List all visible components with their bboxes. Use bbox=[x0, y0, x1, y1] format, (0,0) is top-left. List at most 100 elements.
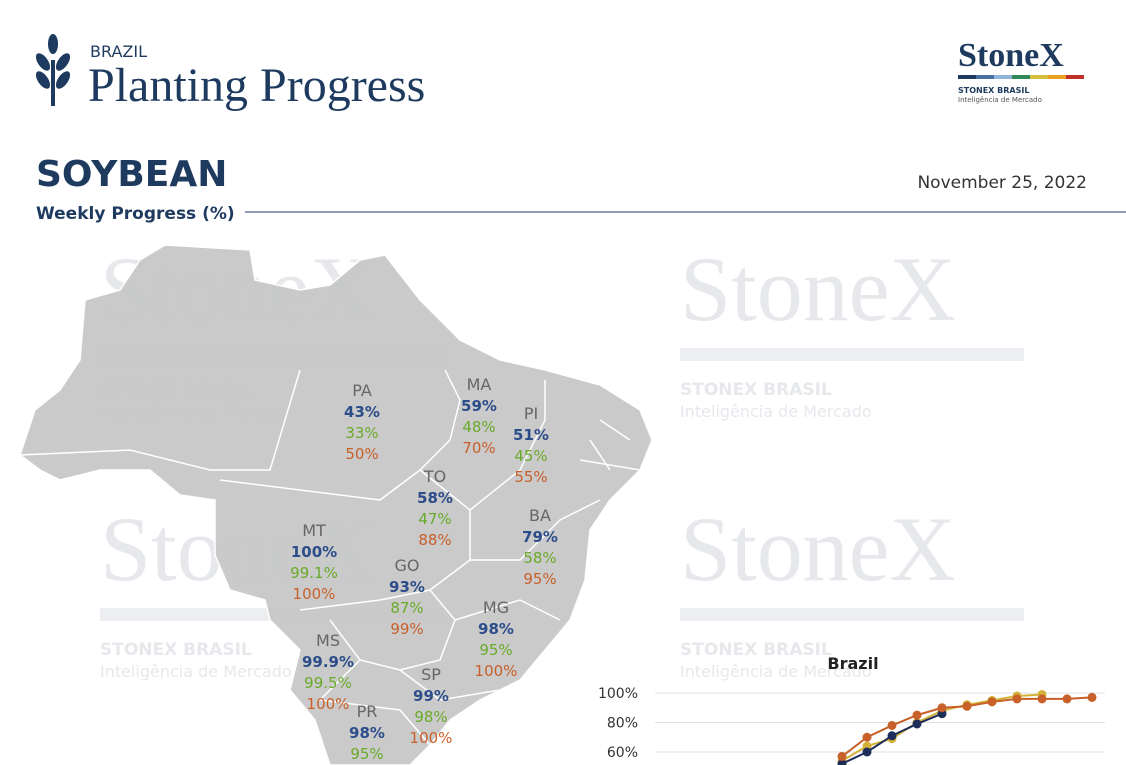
logo-bar-segment bbox=[1030, 75, 1048, 79]
state-value: 45% bbox=[514, 447, 547, 465]
logo-bar-segment bbox=[958, 75, 976, 79]
state-value: 100% bbox=[291, 543, 337, 561]
state-value: 33% bbox=[345, 424, 378, 442]
logo: StoneX bbox=[958, 37, 1064, 74]
logo-sub: STONEX BRASIL bbox=[958, 86, 1029, 95]
state-name: MA bbox=[467, 375, 492, 394]
watermark-sub: STONEX BRASIL bbox=[680, 640, 832, 660]
state-value: 55% bbox=[514, 468, 547, 486]
leaf bbox=[55, 71, 71, 89]
watermark-brand: StoneX bbox=[680, 498, 956, 600]
state-name: BA bbox=[529, 506, 551, 525]
leaf bbox=[35, 53, 51, 71]
leaf-stem bbox=[51, 60, 55, 106]
y-tick-label: 100% bbox=[598, 686, 638, 702]
logo-bar-segment bbox=[1066, 75, 1084, 79]
state-value: 100% bbox=[307, 695, 350, 713]
logo-bar-segment bbox=[994, 75, 1012, 79]
state-borders bbox=[19, 369, 641, 746]
state-value: 100% bbox=[410, 729, 453, 747]
state-value: 47% bbox=[418, 510, 451, 528]
state-value: 98% bbox=[414, 708, 447, 726]
state-value: 43% bbox=[344, 403, 380, 421]
section-subtitle: Weekly Progress (%) bbox=[36, 204, 235, 224]
series-point bbox=[887, 731, 897, 741]
state-value: 58% bbox=[417, 489, 453, 507]
state-value: 88% bbox=[418, 531, 451, 549]
state-name: MG bbox=[483, 598, 509, 617]
series-point bbox=[962, 701, 972, 711]
state-value: 58% bbox=[523, 549, 556, 567]
chart-title: Brazil bbox=[827, 654, 878, 673]
logo-bar-segment bbox=[1012, 75, 1030, 79]
state-value: 48% bbox=[462, 418, 495, 436]
state-name: MS bbox=[316, 631, 340, 650]
state-value: 87% bbox=[390, 599, 423, 617]
logo-bar-segment bbox=[976, 75, 994, 79]
series-point bbox=[912, 710, 922, 720]
state-value: 95% bbox=[479, 641, 512, 659]
watermark-tagline: Inteligência de Mercado bbox=[100, 662, 292, 681]
state-value: 51% bbox=[513, 426, 549, 444]
header-country: BRAZIL bbox=[90, 42, 147, 61]
state-name: PR bbox=[357, 702, 378, 721]
state-value: 59% bbox=[461, 397, 497, 415]
logo-bar-segment bbox=[1048, 75, 1066, 79]
state-value: 50% bbox=[345, 445, 378, 463]
state-value: 98% bbox=[349, 724, 385, 742]
state-value: 99% bbox=[413, 687, 449, 705]
report-date: November 25, 2022 bbox=[917, 173, 1087, 193]
state-value: 70% bbox=[462, 439, 495, 457]
leaf bbox=[48, 34, 58, 54]
state-value: 99.5% bbox=[304, 674, 352, 692]
y-tick-label: 80% bbox=[607, 716, 638, 732]
state-value: 79% bbox=[522, 528, 558, 546]
logo-bar bbox=[958, 75, 1084, 79]
watermark-bar bbox=[680, 608, 1024, 621]
series-point bbox=[1062, 694, 1072, 704]
watermark-tagline: Inteligência de Mercado bbox=[680, 662, 872, 681]
state-value: 93% bbox=[389, 578, 425, 596]
watermark-tagline: Inteligência de Mercado bbox=[680, 402, 872, 421]
series-point bbox=[1012, 694, 1022, 704]
series-point bbox=[862, 732, 872, 742]
series-point bbox=[1087, 692, 1097, 702]
watermark-sub: STONEX BRASIL bbox=[680, 380, 832, 400]
state-name: MT bbox=[302, 521, 326, 540]
state-value: 99% bbox=[390, 620, 423, 638]
watermark-sub: STONEX BRASIL bbox=[100, 640, 252, 660]
series-point bbox=[912, 719, 922, 729]
state-value: 99.9% bbox=[302, 653, 354, 671]
state-name: TO bbox=[423, 467, 446, 486]
series-point bbox=[837, 759, 847, 765]
series-point bbox=[887, 720, 897, 730]
state-name: GO bbox=[395, 556, 420, 575]
leaf-icon bbox=[35, 34, 71, 106]
state-value: 99.1% bbox=[290, 564, 338, 582]
series-point bbox=[937, 703, 947, 713]
state-value: 98% bbox=[478, 620, 514, 638]
leaf bbox=[55, 53, 71, 71]
series-point bbox=[837, 751, 847, 761]
state-value: 95% bbox=[350, 745, 383, 763]
watermark-bar bbox=[680, 348, 1024, 361]
state-value: 95% bbox=[523, 570, 556, 588]
state-name: SP bbox=[421, 665, 441, 684]
crop-title: SOYBEAN bbox=[36, 154, 227, 195]
y-tick-label: 60% bbox=[607, 745, 638, 761]
header-title: Planting Progress bbox=[88, 59, 425, 112]
state-name: PI bbox=[524, 404, 538, 423]
watermark: StoneX STONEX BRASIL Inteligência de Mer… bbox=[680, 238, 1024, 421]
watermark: StoneX STONEX BRASIL Inteligência de Mer… bbox=[680, 498, 1024, 681]
logo-tagline: Inteligência de Mercado bbox=[958, 96, 1042, 104]
series-point bbox=[862, 747, 872, 757]
state-value: 100% bbox=[293, 585, 336, 603]
state-name: PA bbox=[352, 381, 372, 400]
chart: Brazil 60% 80% 100% bbox=[598, 654, 1105, 765]
watermark-brand: StoneX bbox=[680, 238, 956, 340]
leaf bbox=[35, 71, 51, 89]
state-value: 100% bbox=[475, 662, 518, 680]
series-point bbox=[987, 697, 997, 707]
state-labels: PA 43% 33% 50% MA 59% 48% 70% PI 51% 45% 55% TO 58% 47… bbox=[290, 375, 558, 763]
